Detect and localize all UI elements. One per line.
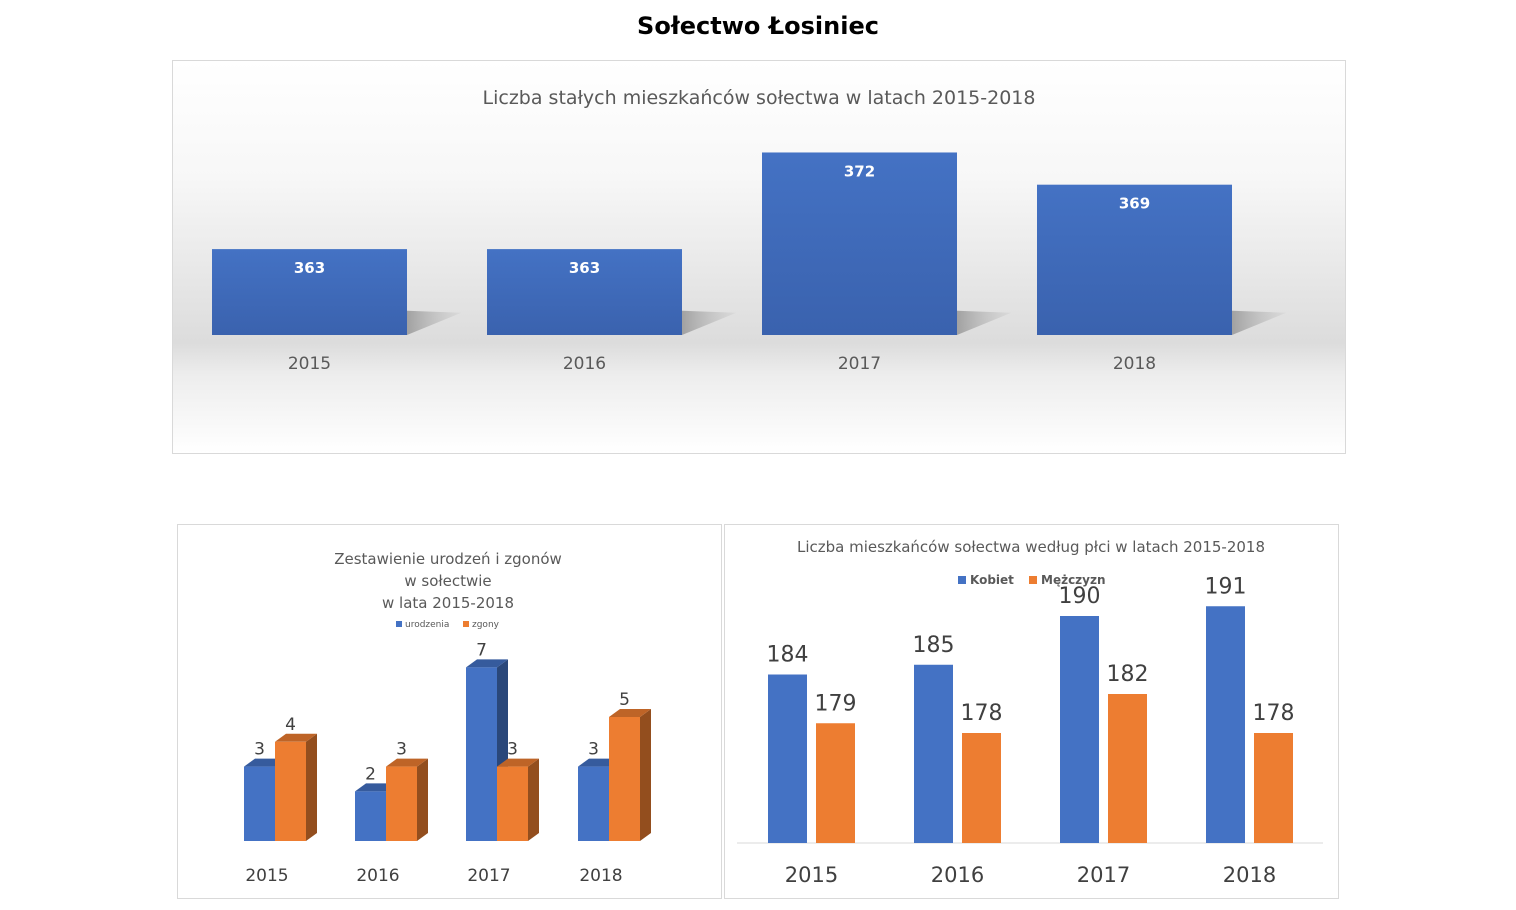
bar-urodzenia-2017 — [466, 667, 497, 841]
legend-swatch-urodzenia — [396, 621, 402, 627]
data-label: 178 — [961, 701, 1003, 726]
data-label: 179 — [815, 691, 857, 716]
data-label: 184 — [767, 643, 809, 668]
bar-top — [386, 758, 428, 767]
births-deaths-chart-panel: Zestawienie urodzeń i zgonów w sołectwie… — [177, 524, 722, 899]
bar-zgony-2015 — [275, 741, 306, 841]
legend-label-zgony: zgony — [472, 620, 500, 630]
bar-Kobiet-2018 — [1206, 606, 1245, 843]
by-gender-chart: Liczba mieszkańców sołectwa według płci … — [737, 538, 1323, 887]
bar-2017 — [762, 152, 957, 335]
chart-title-line-2: w sołectwie — [404, 572, 491, 590]
data-label: 182 — [1107, 662, 1149, 687]
x-tick-label: 2017 — [467, 866, 510, 886]
bar-2016 — [487, 249, 682, 335]
births-deaths-chart: Zestawienie urodzeń i zgonów w sołectwie… — [244, 550, 651, 886]
chart-title-line-1: Zestawienie urodzeń i zgonów — [334, 550, 562, 568]
data-label: 5 — [619, 690, 630, 710]
legend-swatch-kobiet — [958, 576, 966, 584]
x-tick-label: 2015 — [785, 863, 838, 887]
data-label: 7 — [476, 640, 487, 660]
bar-side — [306, 733, 317, 841]
residents-bars: 363 2015 363 2016 372 2017 369 2018 — [212, 152, 1287, 374]
legend-swatch-zgony — [463, 621, 469, 627]
data-label: 3 — [254, 740, 265, 760]
chart-title: Liczba stałych mieszkańców sołectwa w la… — [483, 87, 1036, 109]
data-label: 363 — [569, 259, 600, 277]
data-label: 2 — [365, 764, 376, 784]
data-label: 363 — [294, 259, 325, 277]
data-label: 372 — [844, 162, 875, 180]
bar-urodzenia-2018 — [578, 766, 609, 841]
bar-top — [466, 659, 508, 668]
bar-Kobiet-2017 — [1060, 616, 1099, 843]
data-label: 191 — [1205, 574, 1247, 599]
bar-top — [497, 758, 539, 767]
bar-Mężczyzn-2015 — [816, 723, 855, 843]
x-tick-label: 2018 — [1113, 354, 1156, 374]
bar-Mężczyzn-2018 — [1254, 733, 1293, 843]
bar-side — [417, 758, 428, 841]
legend: urodzenia zgony — [396, 620, 500, 630]
x-tick-label: 2018 — [1223, 863, 1276, 887]
residents-chart-panel: Liczba stałych mieszkańców sołectwa w la… — [172, 60, 1346, 454]
chart-title-line-3: w lata 2015-2018 — [382, 594, 514, 612]
x-tick-label: 2015 — [288, 354, 331, 374]
x-tick-label: 2017 — [838, 354, 881, 374]
bar-Mężczyzn-2016 — [962, 733, 1001, 843]
legend-label-kobiet: Kobiet — [970, 573, 1014, 587]
legend-label-mezczyzn: Mężczyzn — [1041, 573, 1106, 587]
x-tick-label: 2016 — [931, 863, 984, 887]
legend: Kobiet Mężczyzn — [958, 573, 1106, 587]
bar-Mężczyzn-2017 — [1108, 694, 1147, 843]
x-tick-label: 2015 — [245, 866, 288, 886]
bar-top — [609, 709, 651, 717]
bar-Kobiet-2015 — [768, 674, 807, 843]
bar-2018 — [1037, 184, 1232, 335]
data-label: 3 — [588, 740, 599, 760]
chart-title: Liczba mieszkańców sołectwa według płci … — [797, 538, 1265, 556]
bar-zgony-2017 — [497, 766, 528, 841]
data-label: 369 — [1119, 195, 1150, 213]
bar-shadow — [682, 310, 737, 335]
bar-Kobiet-2016 — [914, 664, 953, 843]
bar-top — [275, 733, 317, 742]
by-gender-chart-panel: Liczba mieszkańców sołectwa według płci … — [724, 524, 1339, 899]
data-label: 3 — [396, 740, 407, 760]
bar-shadow — [1232, 310, 1287, 335]
data-label: 190 — [1059, 584, 1101, 609]
x-tick-label: 2016 — [563, 354, 606, 374]
x-tick-label: 2018 — [579, 866, 622, 886]
page-title: Sołectwo Łosiniec — [637, 12, 879, 40]
bar-shadow — [407, 310, 462, 335]
bar-urodzenia-2016 — [355, 791, 386, 841]
bar-2015 — [212, 249, 407, 335]
bar-side — [528, 758, 539, 841]
x-tick-label: 2017 — [1077, 863, 1130, 887]
bar-zgony-2018 — [609, 717, 640, 841]
bar-shadow — [957, 310, 1012, 335]
data-label: 178 — [1253, 701, 1295, 726]
bar-urodzenia-2015 — [244, 766, 275, 841]
legend-label-urodzenia: urodzenia — [405, 620, 449, 630]
residents-chart: Liczba stałych mieszkańców sołectwa w la… — [212, 87, 1287, 374]
bar-side — [640, 709, 651, 841]
x-tick-label: 2016 — [356, 866, 399, 886]
bar-zgony-2016 — [386, 766, 417, 841]
data-label: 4 — [285, 715, 296, 735]
data-label: 3 — [507, 740, 518, 760]
data-label: 185 — [913, 633, 955, 658]
legend-swatch-mezczyzn — [1029, 576, 1037, 584]
